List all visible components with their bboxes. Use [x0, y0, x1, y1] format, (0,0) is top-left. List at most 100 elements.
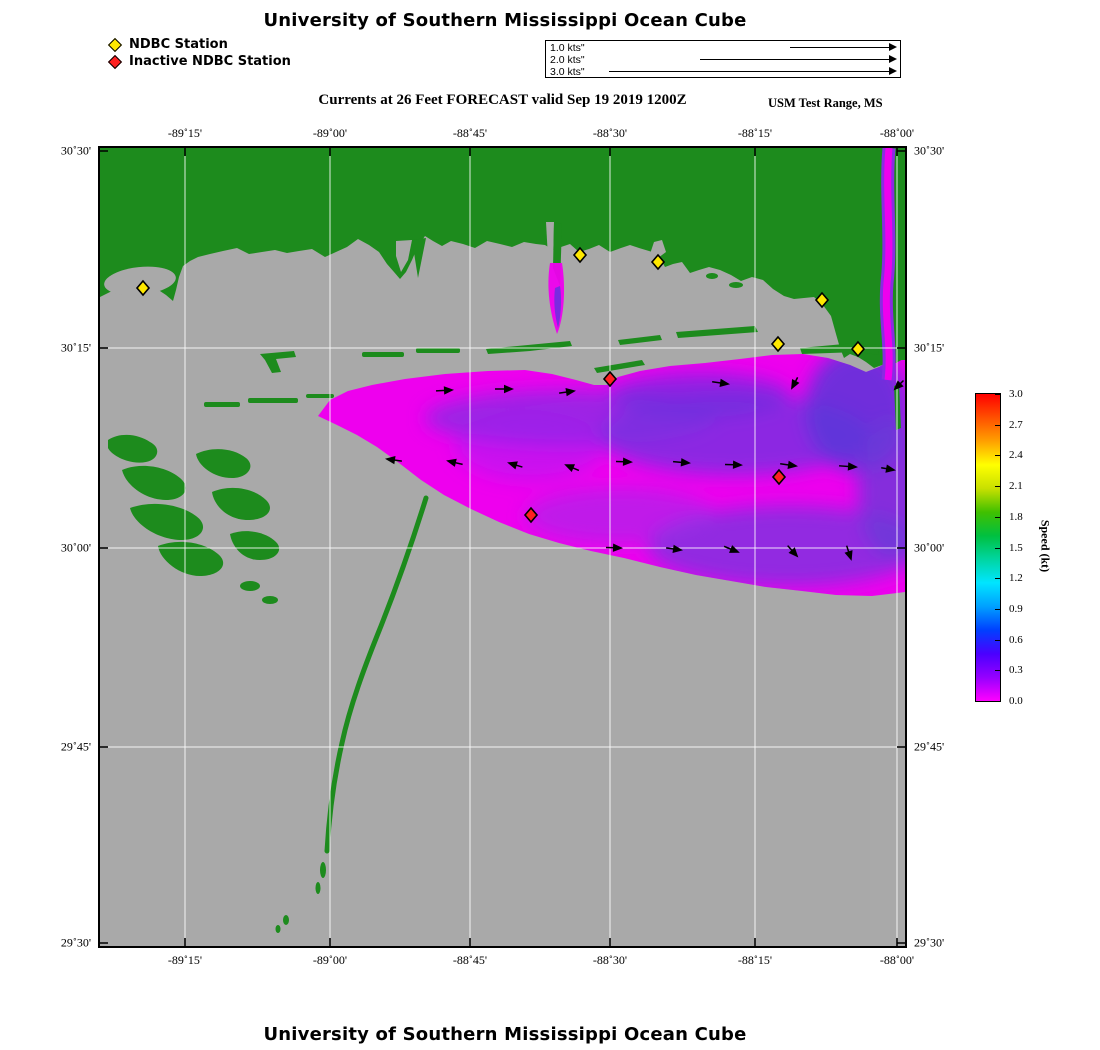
arrow-scale-row: 2.0 kts"	[546, 54, 900, 66]
axis-tick-label: -89˚00'	[312, 953, 348, 967]
current-vector-arrow	[724, 460, 743, 469]
frame-ticks	[100, 148, 905, 946]
marsh	[306, 394, 334, 398]
island-chain	[324, 495, 429, 854]
colorbar-tick-label: 2.1	[1009, 480, 1023, 493]
arrow-scale-line	[790, 47, 890, 48]
colorbar-tick-label: 3.0	[1009, 388, 1023, 400]
island	[275, 925, 281, 933]
colorbar: 3.0 2.7 2.4 2.1 1.8 1.5 1.2 0.9 0.6 0.3 0.0 Speed …	[975, 388, 1095, 707]
current-vector-arrow	[385, 455, 402, 465]
arrow-scale-row: 3.0 kts"	[546, 66, 900, 78]
colorbar-tick-label: 1.2	[1009, 572, 1023, 585]
axis-tick-label: 29˚30'	[914, 935, 945, 950]
colorbar-tick-mark	[995, 547, 1000, 549]
marsh	[196, 449, 251, 478]
current-vector-arrow	[564, 464, 580, 472]
marsh	[212, 487, 270, 520]
colorbar-tick-mark	[995, 639, 1000, 641]
river-channel	[546, 222, 554, 268]
region-label: USM Test Range, MS	[768, 96, 883, 110]
island	[729, 282, 743, 288]
ndbc-station-marker	[850, 340, 866, 358]
marsh	[262, 596, 278, 604]
axis-tick-label: -88˚30'	[592, 953, 628, 967]
colorbar-tick-mark	[995, 670, 1000, 672]
axis-tick-label: 30˚30'	[914, 143, 945, 158]
axis-tick-label: 29˚30'	[60, 935, 91, 950]
legend: NDBC Station Inactive NDBC Station	[107, 36, 291, 70]
ndbc-station-marker	[572, 246, 588, 264]
arrow-scale-row: 1.0 kts"	[546, 42, 900, 54]
current-vector-arrow	[791, 377, 800, 390]
current-vector-arrow	[507, 461, 523, 470]
island	[706, 273, 718, 279]
island	[618, 335, 662, 345]
ndbc-station-marker	[650, 253, 666, 271]
map: -89˚15' -89˚00' -88˚45' -88˚30' -88˚15' -88˚0…	[61, 126, 944, 967]
colorbar-axis-label: Speed (kt)	[1038, 519, 1053, 573]
island	[260, 351, 296, 373]
marsh	[108, 434, 158, 463]
axis-tick-label: -88˚15'	[737, 953, 773, 967]
colorbar-tick-label: 0.3	[1009, 664, 1023, 677]
colorbar-tick-mark	[995, 424, 1000, 426]
ndbc-station-marker	[770, 335, 786, 353]
axis-tick-label: -89˚00'	[312, 126, 348, 140]
axis-tick-label: 30˚00'	[60, 540, 91, 555]
island	[320, 862, 326, 878]
marsh	[122, 465, 186, 500]
arrow-scale-arrowhead	[889, 43, 897, 51]
legend-item-inactive-ndbc-station: Inactive NDBC Station	[107, 53, 291, 70]
current-vector-arrow	[780, 460, 798, 470]
axis-tick-label: 30˚00'	[914, 540, 945, 555]
marsh	[248, 398, 298, 403]
mainland-coast	[100, 148, 905, 368]
island	[416, 348, 460, 353]
current-vector-arrow	[605, 543, 623, 552]
map-canvas	[100, 148, 905, 946]
axis-tick-label: -89˚15'	[167, 953, 203, 967]
island	[315, 882, 321, 894]
current-vector-arrow	[844, 545, 853, 561]
arrow-scale-line	[700, 59, 890, 60]
legend-item-ndbc-station: NDBC Station	[107, 36, 291, 53]
axis-tick-label: -88˚00'	[879, 953, 915, 967]
inactive-ndbc-station-icon	[107, 54, 123, 69]
axis-tick-label: -88˚00'	[879, 126, 915, 140]
current-vector-arrow	[666, 544, 683, 554]
colorbar-tick-mark	[995, 701, 1000, 702]
axis-tick-label: -88˚45'	[452, 953, 488, 967]
ndbc-station-marker	[135, 279, 151, 297]
island	[283, 915, 289, 925]
colorbar-tick-mark	[995, 455, 1000, 457]
page-title-top: University of Southern Mississippi Ocean…	[263, 10, 747, 31]
island	[676, 326, 758, 338]
island-arc	[275, 495, 429, 933]
axis-tick-label: 29˚45'	[60, 739, 91, 754]
current-vector-arrow	[838, 462, 858, 471]
marsh	[230, 531, 280, 560]
legend-label-ndbc: NDBC Station	[129, 37, 228, 52]
colorbar-tick-label: 0.0	[1009, 695, 1023, 707]
legend-label-inactive-ndbc: Inactive NDBC Station	[129, 54, 291, 69]
colorbar-tick-label: 1.8	[1009, 510, 1023, 523]
island	[362, 352, 404, 357]
island	[594, 360, 645, 373]
current-vector-arrow	[893, 379, 905, 391]
colorbar-tick-mark	[995, 578, 1000, 580]
island	[897, 346, 905, 360]
axis-tick-label: -89˚15'	[167, 126, 203, 140]
colorbar-ticks: 3.0 2.7 2.4 2.1 1.8 1.5 1.2 0.9 0.6 0.3 0.0	[976, 388, 1023, 707]
axis-tick-label: 30˚30'	[60, 143, 91, 158]
ndbc-station-marker	[814, 291, 830, 309]
current-vector-arrow	[787, 545, 799, 558]
marsh	[204, 402, 240, 407]
arrow-scale-line	[609, 71, 890, 72]
colorbar-tick-mark	[995, 608, 1000, 610]
inactive-ndbc-station-marker	[771, 468, 787, 486]
forecast-subtitle: Currents at 26 Feet FORECAST valid Sep 1…	[318, 92, 687, 108]
current-vector-arrow	[446, 458, 463, 467]
mobile-bay-plume	[882, 148, 893, 381]
